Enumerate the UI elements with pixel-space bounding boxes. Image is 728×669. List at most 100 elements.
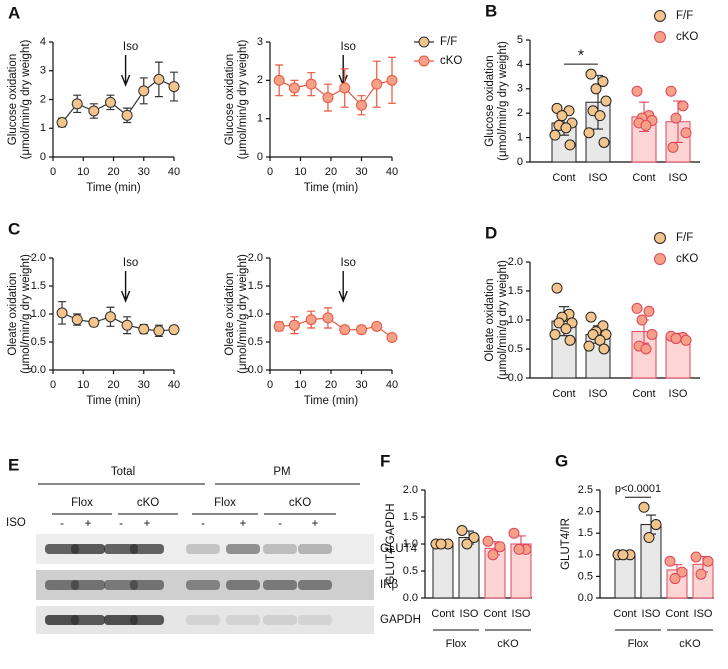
x-tick-label: ISO xyxy=(694,608,713,620)
data-point xyxy=(640,343,652,355)
blot-header: PM xyxy=(273,466,290,478)
data-point xyxy=(339,82,351,94)
y-tick-label: 2.0 xyxy=(31,252,46,264)
y-tick-label: 1.5 xyxy=(578,527,593,539)
y-tick-label: 0.0 xyxy=(508,372,523,384)
blot-band xyxy=(104,615,138,625)
blot-band xyxy=(226,544,260,554)
data-point xyxy=(650,519,662,531)
y-tick-label: 2 xyxy=(517,107,523,119)
y-tick-label: 1.5 xyxy=(31,280,46,292)
data-point xyxy=(104,311,116,323)
blot-band xyxy=(298,615,332,625)
y-tick-label: 1.5 xyxy=(508,285,523,297)
y-tick-label: 1.0 xyxy=(508,314,523,326)
y-tick-label: 3 xyxy=(257,36,263,48)
legend-label: cKO xyxy=(676,253,698,265)
y-tick-label: 1 xyxy=(257,113,263,125)
x-tick-label: 20 xyxy=(107,166,119,178)
blot-band xyxy=(226,580,260,590)
data-point xyxy=(456,525,468,536)
y-tick-label: 0.0 xyxy=(31,364,46,376)
panel-label: B xyxy=(485,1,497,20)
data-point xyxy=(617,549,629,561)
data-point xyxy=(583,340,595,352)
data-point xyxy=(487,549,499,561)
blot-band xyxy=(71,544,105,554)
y-axis-label: GLUT4/IR xyxy=(560,518,572,570)
x-tick-label: 0 xyxy=(50,379,56,391)
annotation: Iso xyxy=(123,257,138,269)
blot-band xyxy=(71,580,105,590)
bar xyxy=(432,543,454,599)
data-point xyxy=(590,83,602,95)
y-axis-label: (μmol/min/g dry weight) xyxy=(20,39,32,159)
data-point xyxy=(640,119,652,131)
y-tick-label: 0.5 xyxy=(248,336,263,348)
data-point xyxy=(371,78,383,90)
data-point xyxy=(305,78,317,90)
x-tick-label: 40 xyxy=(386,379,398,391)
y-tick-label: 0 xyxy=(40,151,46,163)
y-axis-label: (μmol/min/g dry weight) xyxy=(20,254,32,374)
y-tick-label: 1.0 xyxy=(31,308,46,320)
y-tick-label: 0.0 xyxy=(578,592,593,604)
y-tick-label: 0.5 xyxy=(403,565,418,577)
y-tick-label: 2 xyxy=(257,74,263,86)
data-point xyxy=(549,129,561,141)
legend-label: F/F xyxy=(440,36,457,48)
y-tick-label: 0.0 xyxy=(248,364,263,376)
data-point xyxy=(585,311,597,323)
x-axis-label: Time (min) xyxy=(86,182,141,194)
y-tick-label: 2 xyxy=(40,93,46,105)
legend-marker xyxy=(654,253,666,265)
y-tick-label: 1.5 xyxy=(248,280,263,292)
blot-band xyxy=(104,580,138,590)
data-point xyxy=(670,333,682,345)
blot-band xyxy=(226,615,260,625)
x-tick-label: Cont xyxy=(483,608,506,620)
y-tick-label: 2.0 xyxy=(403,484,418,496)
x-tick-label: ISO xyxy=(642,608,661,620)
blot-lane: - xyxy=(119,518,123,530)
data-point xyxy=(138,85,150,97)
data-point xyxy=(665,85,677,97)
blot-band xyxy=(104,544,138,554)
x-tick-label: 10 xyxy=(294,166,306,178)
y-tick-label: 0.5 xyxy=(31,336,46,348)
y-tick-label: 0.5 xyxy=(578,570,593,582)
blot-band xyxy=(71,615,105,625)
data-point xyxy=(631,302,643,314)
data-point xyxy=(556,110,568,122)
panel-label: D xyxy=(485,223,497,242)
data-point xyxy=(121,109,133,121)
data-point xyxy=(598,136,610,148)
data-point xyxy=(664,555,676,567)
y-tick-label: 0 xyxy=(517,156,523,168)
blot-lane: - xyxy=(278,518,282,530)
data-point xyxy=(461,538,473,550)
significance-label: p<0.0001 xyxy=(615,483,661,495)
panel-label: C xyxy=(8,219,20,238)
data-point xyxy=(643,305,655,317)
data-point xyxy=(356,99,367,111)
x-tick-label: 20 xyxy=(325,166,337,178)
blot-band xyxy=(186,544,220,554)
data-point xyxy=(288,82,300,94)
x-tick-label: Cont xyxy=(552,388,575,400)
y-axis-label: Glucose oxidation xyxy=(484,55,496,146)
data-point xyxy=(273,320,285,332)
blot-lane: - xyxy=(201,518,205,530)
y-axis-label: (μmol/min/g dry weight) xyxy=(497,260,509,380)
blot-lane: + xyxy=(312,518,319,530)
data-point xyxy=(600,95,612,107)
data-point xyxy=(646,329,658,340)
data-point xyxy=(702,555,714,567)
data-point xyxy=(564,334,576,346)
y-tick-label: 1 xyxy=(517,132,523,144)
x-tick-label: Cont xyxy=(431,608,454,620)
y-tick-label: 2.0 xyxy=(248,252,263,264)
blot-row-label: ISO xyxy=(6,517,26,529)
legend-marker xyxy=(654,232,666,244)
group-label: Flox xyxy=(446,638,467,650)
